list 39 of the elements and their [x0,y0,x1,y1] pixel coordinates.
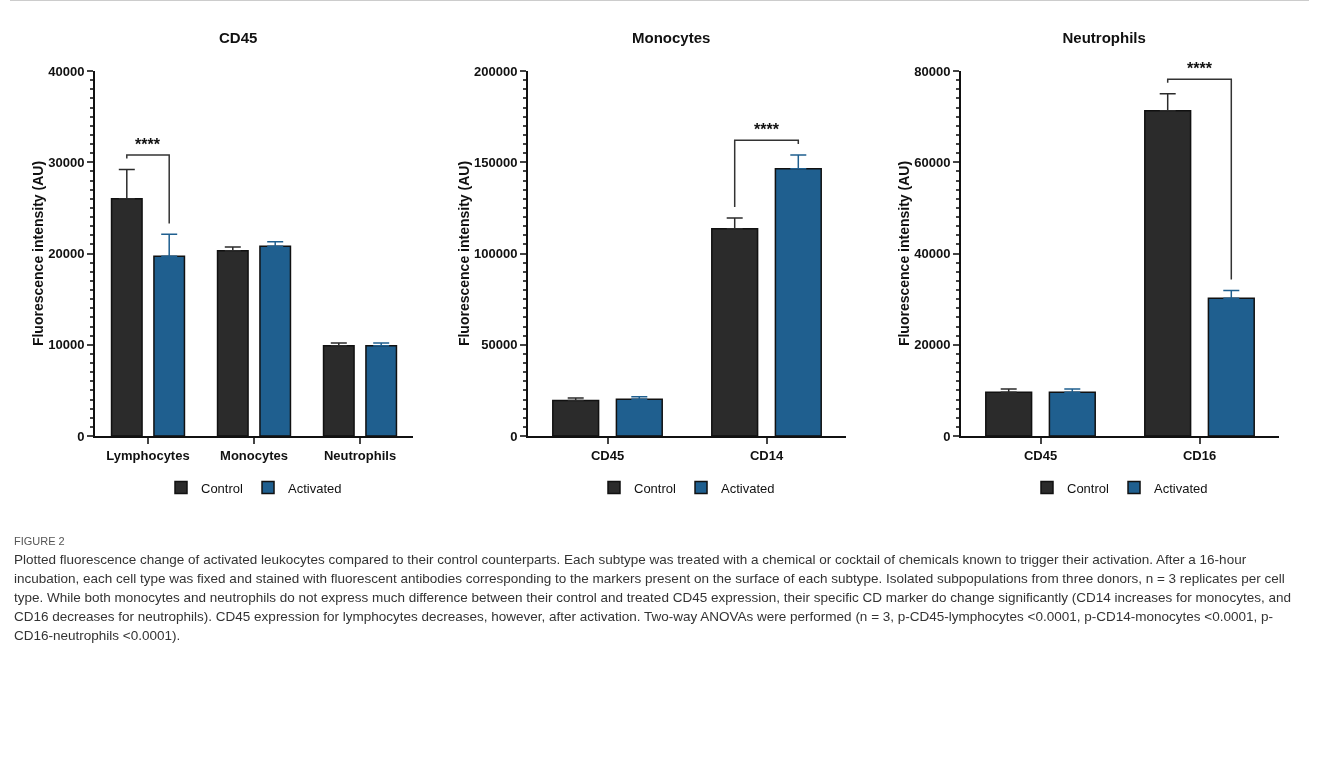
y-tick-label: 0 [943,428,951,444]
y-tick-label: 40000 [48,63,85,79]
legend-label: Activated [1154,480,1208,496]
x-tick-label: CD45 [1023,447,1058,463]
y-tick-label: 20000 [914,337,951,353]
y-tick-label: 80000 [914,63,951,79]
legend-label: Control [201,480,244,496]
y-tick-label: 30000 [48,154,85,170]
y-tick-label: 0 [510,428,518,444]
y-axis-title: Fluorescence intensity (AU) [896,160,913,347]
legend-label: Control [1067,480,1110,496]
annotation: **** [135,136,161,153]
x-tick-label: Lymphocytes [106,447,190,463]
y-tick-label: 150000 [474,154,518,170]
chart-title: CD45 [218,29,258,46]
y-tick-label: 0 [77,428,85,444]
y-tick-label: 40000 [914,246,951,262]
y-axis-title: Fluorescence intensity (AU) [30,160,47,347]
y-axis-title: Fluorescence intensity (AU) [456,160,473,347]
y-tick-label: 200000 [474,63,518,79]
y-tick-label: 100000 [474,246,518,262]
chart-title: Monocytes [631,29,711,46]
x-tick-label: CD16 [1182,447,1217,463]
x-tick-label: Neutrophils [323,447,397,463]
y-tick-label: 20000 [48,246,85,262]
legend-label: Control [634,480,677,496]
legend-label: Activated [288,480,342,496]
text: Plotted fluorescence change of activated leukocytes compared to their control counterparts. Each subtype was treated with a chemical or cocktail of chemicals known to trigger their activation. After a 16-hour incubation, each cell type was fixed and stained with fluorescent antibodies corresponding to the markers present on the surface of each subtype. Isolated subpopulations from three donors, n = 3 replicates per cell type. While both monocytes and neutrophils do not express much difference between their control and treated CD45 expression, their specific CD marker do change significantly (CD14 increases for monocytes, and CD16 decreases for neutrophils). CD45 expression for lymphocytes decreases, however, after activation. Two-way ANOVAs were performed (n = 3, p-CD45-lymphocytes <0.0001, p-CD14-monocytes <0.0001, p-CD16-neutrophils <0.0001). [14,551,1292,645]
annotation: **** [754,121,780,138]
legend-label: Activated [721,480,775,496]
caption: FIGURE 2 [14,534,66,549]
chart-title: Neutrophils [1062,29,1146,46]
y-tick-label: 60000 [914,154,951,170]
y-tick-label: 50000 [481,337,518,353]
x-tick-label: CD14 [749,447,784,463]
annotation: **** [1187,60,1213,77]
x-tick-label: Monocytes [220,447,288,463]
y-tick-label: 10000 [48,337,85,353]
x-tick-label: CD45 [590,447,625,463]
